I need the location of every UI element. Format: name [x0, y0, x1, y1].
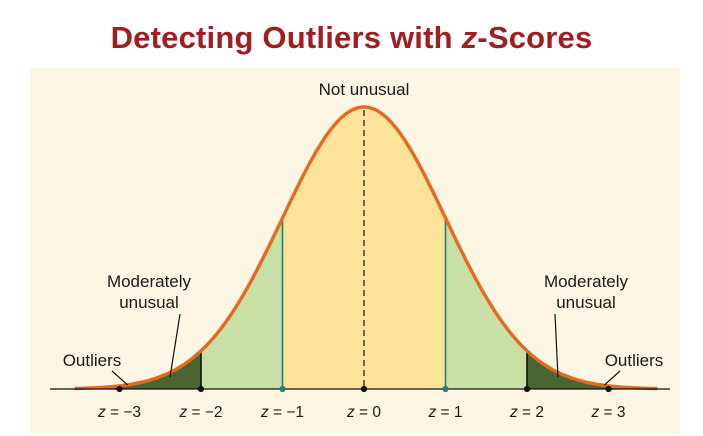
tick-labels: z = −3 z = −2 z = −1 z = 0 z = 1 z = 2 z = 3	[97, 404, 626, 421]
tick-markers	[116, 385, 612, 393]
pointer-outliers-left	[111, 370, 129, 386]
tick-dot-5	[523, 385, 531, 393]
tick-label-2: z = −1	[260, 404, 304, 421]
pointer-moderate-left	[169, 313, 181, 378]
label-moderately-unusual-left-line1: Moderately	[107, 272, 192, 291]
band-outliers-3	[74, 350, 201, 389]
label-outliers-left: Outliers	[63, 351, 122, 370]
normal-curve-diagram: z = −3 z = −2 z = −1 z = 0 z = 1 z = 2 z = 3 N…	[50, 80, 670, 421]
tick-dot-4	[442, 385, 449, 393]
title-prefix: Detecting Outliers with	[110, 20, 462, 55]
tick-dot-0	[116, 385, 123, 393]
tick-label-4: z = 1	[427, 404, 462, 421]
tick-dot-1	[197, 385, 205, 393]
tick-label-1: z = −2	[178, 404, 222, 421]
tick-label-3: z = 0	[346, 404, 381, 421]
label-moderately-unusual-left-line2: unusual	[119, 293, 179, 312]
tick-label-5: z = 2	[509, 404, 544, 421]
label-moderately-unusual-right-line1: Moderately	[544, 272, 629, 291]
tick-dot-6	[605, 385, 612, 393]
band-outliers-4	[527, 350, 658, 389]
pointer-moderate-right	[554, 313, 559, 378]
label-outliers-right: Outliers	[605, 351, 664, 370]
normal-curve	[74, 105, 658, 391]
label-pointers	[111, 313, 621, 386]
pointer-outliers-right	[604, 370, 621, 386]
page-title: Detecting Outliers with z-Scores	[0, 20, 703, 56]
tick-label-6: z = 3	[590, 404, 625, 421]
tick-dot-2	[279, 385, 286, 393]
label-not-unusual: Not unusual	[319, 80, 410, 99]
title-suffix: -Scores	[477, 20, 593, 55]
region-dividers	[200, 217, 528, 389]
tick-label-0: z = −3	[97, 404, 141, 421]
diagram-panel: z = −3 z = −2 z = −1 z = 0 z = 1 z = 2 z = 3 N…	[30, 68, 680, 434]
label-moderately-unusual-right-line2: unusual	[556, 293, 616, 312]
region-fills	[74, 107, 658, 389]
title-variable: z	[461, 20, 478, 55]
tick-dot-3	[360, 385, 368, 393]
band-not-unusual-1	[282, 107, 446, 389]
